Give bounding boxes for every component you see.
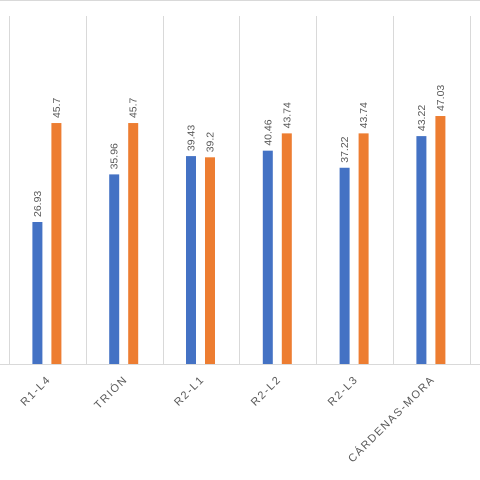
data-label: 39.43 <box>186 125 198 151</box>
bar-series-1 <box>109 174 120 364</box>
bar-series-1 <box>416 136 427 364</box>
bar-series-1 <box>339 167 350 364</box>
data-label: 43.74 <box>358 102 370 128</box>
gridlines <box>0 0 480 365</box>
category-tick-label: R2-L3 <box>326 374 361 409</box>
bar-series-2 <box>205 157 215 364</box>
bar-series-2 <box>51 123 62 364</box>
category-tick-label: R2-L2 <box>249 374 284 409</box>
data-label: 45.7 <box>128 97 140 118</box>
bar-series-2 <box>358 133 369 364</box>
data-label: 43.22 <box>416 105 428 131</box>
category-tick-label: R2-L1 <box>172 374 207 409</box>
category-axis: R1-L4TRIÓNR2-L1R2-L2R2-L3CÁRDENAS-MORAOG… <box>19 373 438 465</box>
bar-series-1 <box>262 150 273 364</box>
bar-series-2 <box>435 116 446 364</box>
data-label: 43.74 <box>281 102 293 128</box>
category-tick-label: CÁRDENAS-MORA <box>345 373 437 465</box>
bar-series-2 <box>281 133 292 364</box>
category-tick-label: TRIÓN <box>92 373 131 412</box>
data-label: 45.7 <box>51 97 63 118</box>
data-label: 47.03 <box>435 85 447 111</box>
bars <box>32 116 446 364</box>
data-label: 39.2 <box>205 132 217 153</box>
data-label: 37.22 <box>339 136 351 162</box>
category-tick-label: R1-L4 <box>19 374 54 409</box>
data-label: 40.46 <box>262 119 274 145</box>
bar-series-2 <box>128 123 139 364</box>
data-label: 26.93 <box>32 191 44 217</box>
bar-series-1 <box>186 156 196 364</box>
data-label: 35.96 <box>109 143 121 169</box>
data-labels: 26.93 35.96 39.43 40.46 37.22 43.22 45.7 45.7 39… <box>32 85 447 217</box>
bar-series-1 <box>32 222 43 364</box>
